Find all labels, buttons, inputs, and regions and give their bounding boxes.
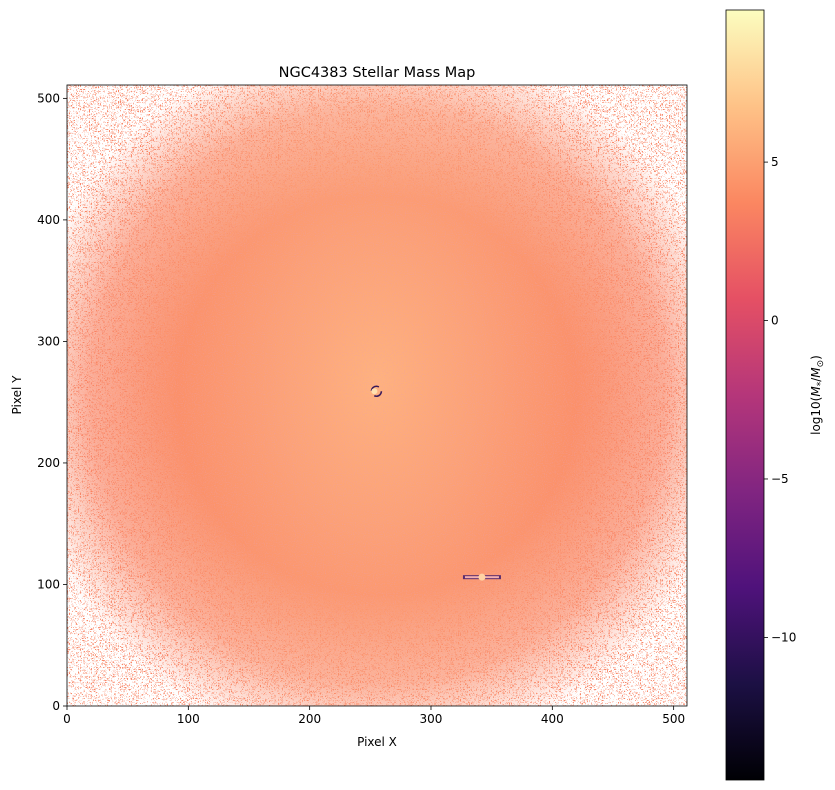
y-tick-label: 300 bbox=[37, 334, 60, 348]
artifact-streak-source bbox=[478, 573, 486, 581]
colorbar-label-sub2: ⊙ bbox=[816, 360, 826, 368]
colorbar-tick-label: 0 bbox=[771, 314, 779, 328]
x-tick-label: 300 bbox=[420, 712, 443, 726]
y-tick-label: 200 bbox=[37, 456, 60, 470]
x-tick-label: 100 bbox=[177, 712, 200, 726]
colorbar-ticks: −10 −5 0 5 bbox=[764, 155, 796, 644]
colorbar-label-suffix: ) bbox=[809, 355, 823, 360]
colorbar bbox=[725, 9, 765, 781]
chart-title: NGC4383 Stellar Mass Map bbox=[279, 65, 476, 81]
plot-area bbox=[67, 85, 687, 706]
colorbar-tick-label: −10 bbox=[771, 630, 796, 644]
artifact-center bbox=[370, 385, 383, 398]
artifact-center-core bbox=[371, 388, 378, 395]
colorbar-label-prefix: log10( bbox=[809, 397, 823, 435]
colorbar-label-slash: / bbox=[809, 377, 823, 382]
plot-frame bbox=[66, 84, 688, 707]
x-axis-label: Pixel X bbox=[357, 735, 397, 749]
x-tick-label: 0 bbox=[63, 712, 71, 726]
y-tick-label: 100 bbox=[37, 577, 60, 591]
colorbar-tick-label: −5 bbox=[771, 472, 789, 486]
colorbar-tick-label: 5 bbox=[771, 155, 779, 169]
colorbar-label-var: M bbox=[809, 386, 823, 397]
x-tick-label: 500 bbox=[662, 712, 685, 726]
x-tick-label: 400 bbox=[541, 712, 564, 726]
colorbar-label-sub1: * bbox=[816, 381, 826, 386]
colorbar-label-var2: M bbox=[809, 367, 823, 378]
colorbar-label: log10(M*/M⊙) bbox=[809, 355, 826, 435]
y-tick-label: 500 bbox=[37, 91, 60, 105]
y-tick-label: 400 bbox=[37, 213, 60, 227]
x-axis-ticks: 0 100 200 300 400 500 bbox=[63, 706, 685, 726]
y-axis-ticks: 0 100 200 300 400 500 bbox=[37, 91, 67, 713]
y-tick-label: 0 bbox=[52, 699, 60, 713]
features-layer bbox=[370, 385, 501, 581]
y-axis-label: Pixel Y bbox=[10, 375, 24, 415]
x-tick-label: 200 bbox=[298, 712, 321, 726]
